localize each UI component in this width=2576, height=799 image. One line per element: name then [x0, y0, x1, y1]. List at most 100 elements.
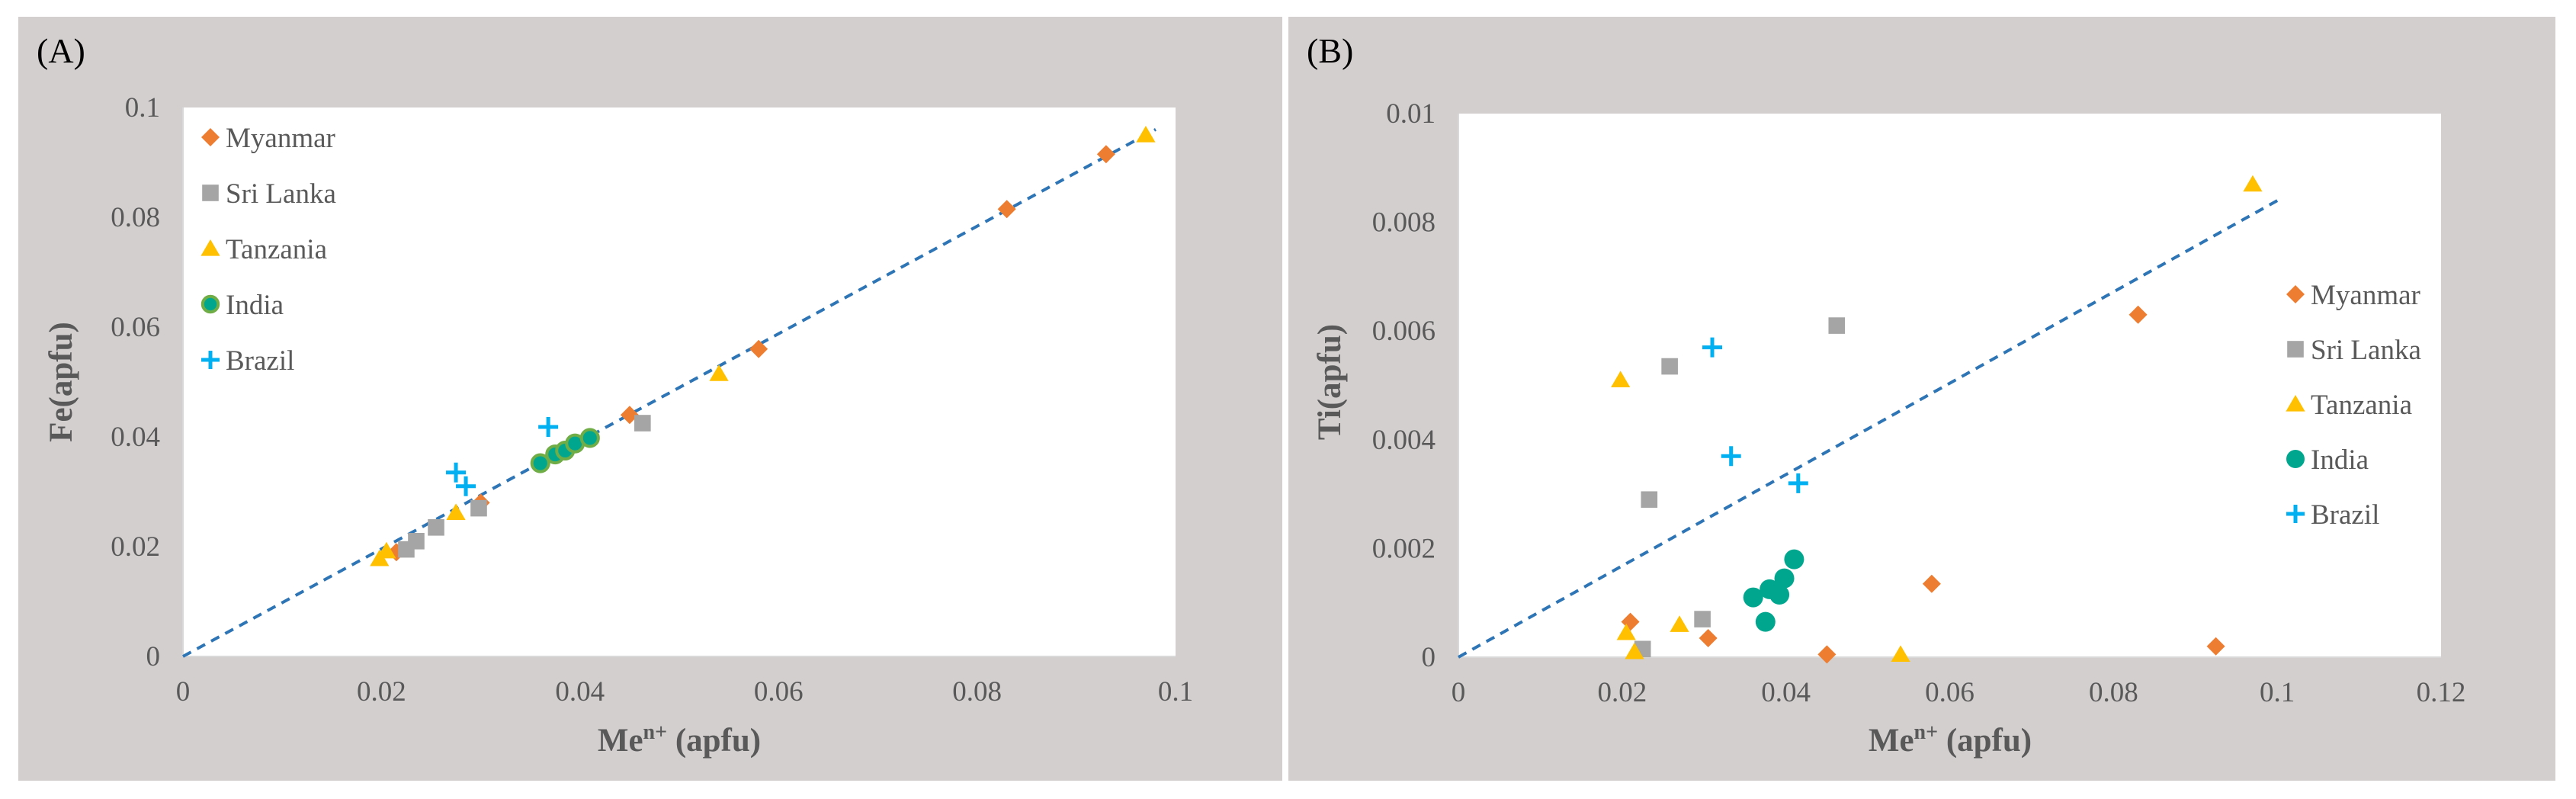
x-tick-label: 0.1 [1158, 676, 1193, 708]
y-tick-label: 0 [1422, 642, 1436, 673]
data-point-sri-lanka [1694, 611, 1711, 627]
panel-b-x-title-main: Me [1869, 723, 1914, 759]
data-point-tanzania [377, 541, 396, 559]
x-tick-label: 0.02 [1597, 677, 1647, 708]
data-point-india [1755, 611, 1776, 632]
data-point-brazil [1702, 337, 1722, 358]
y-tick-label: 0 [146, 641, 161, 672]
y-tick-label: 0.004 [1372, 425, 1436, 456]
panel-a-x-title-sup: n+ [643, 720, 668, 744]
y-tick-label: 0.02 [111, 531, 160, 563]
legend-marker-tanzania [200, 239, 220, 256]
legend-marker-tanzania [2286, 395, 2305, 412]
data-point-myanmar [1096, 145, 1115, 164]
data-point-myanmar [2206, 637, 2225, 656]
legend-marker-india [200, 294, 220, 314]
panel-b: (B) 0 0.02 0.04 0.06 0.08 0.1 0.12 0 0.002 0.004 0… [1288, 17, 2555, 781]
trendline [1458, 199, 2279, 659]
x-tick-label: 0.06 [754, 676, 804, 708]
data-point-brazil [1721, 446, 1741, 467]
y-tick-label: 0.006 [1372, 316, 1436, 347]
legend-marker-myanmar [201, 128, 220, 146]
legend-marker-brazil [2286, 505, 2305, 523]
data-point-myanmar [1922, 574, 1941, 593]
y-tick-label: 0.002 [1372, 533, 1436, 564]
x-tick-label: 0.04 [1761, 677, 1811, 708]
panel-a-y-title: Fe(apfu) [43, 322, 79, 442]
y-tick-label: 0.06 [111, 312, 160, 343]
x-tick-label: 0.12 [2417, 677, 2466, 708]
panel-a: (A) 0 0.02 0.04 0.06 0.08 0.1 0 0.02 0.04 0.06 0.0… [18, 17, 1282, 781]
data-point-india [579, 428, 600, 448]
panel-b-x-title-suffix: (apfu) [1938, 723, 2032, 759]
data-point-tanzania [1616, 623, 1636, 640]
data-point-sri-lanka [408, 533, 425, 550]
panel-a-x-title: Men+ (apfu) [598, 720, 761, 759]
data-point-tanzania [2243, 175, 2263, 192]
legend-label-sri-lanka: Sri Lanka [226, 178, 336, 210]
panel-b-x-title-sup: n+ [1914, 720, 1939, 744]
legend-label-brazil: Brazil [2311, 499, 2379, 531]
x-tick-label: 0.08 [2089, 677, 2138, 708]
y-tick-label: 0.008 [1372, 207, 1436, 239]
panel-a-x-title-main: Me [598, 723, 643, 759]
trendline [182, 128, 1156, 658]
x-tick-label: 0 [1452, 677, 1466, 708]
data-point-sri-lanka [428, 519, 444, 536]
data-point-tanzania [1136, 126, 1156, 143]
x-tick-label: 0.08 [952, 676, 1002, 708]
data-point-india [1784, 549, 1804, 570]
legend-label-india: India [226, 290, 284, 321]
data-point-myanmar [1817, 645, 1837, 664]
data-point-brazil [446, 462, 467, 483]
data-point-brazil [538, 417, 559, 438]
data-point-brazil [456, 476, 476, 496]
y-tick-label: 0.08 [111, 202, 160, 233]
data-point-tanzania [1891, 645, 1910, 663]
panel-b-y-title: Ti(apfu) [1312, 324, 1348, 440]
legend-label-myanmar: Myanmar [226, 123, 335, 154]
panel-b-x-title: Men+ (apfu) [1869, 720, 2032, 759]
y-tick-label: 0.04 [111, 422, 160, 453]
data-point-sri-lanka [1828, 317, 1846, 334]
legend-marker-brazil [201, 351, 220, 369]
data-point-myanmar [997, 200, 1016, 219]
y-tick-label: 0.1 [125, 92, 160, 124]
data-point-tanzania [1670, 615, 1689, 632]
legend-label-brazil: Brazil [226, 345, 294, 377]
data-point-tanzania [446, 503, 466, 520]
legend-marker-sri-lanka [202, 185, 219, 201]
legend-label-sri-lanka: Sri Lanka [2311, 335, 2421, 366]
data-point-sri-lanka [1661, 358, 1678, 375]
data-point-tanzania [709, 364, 729, 381]
panel-b-label: (B) [1307, 31, 1353, 70]
legend-marker-sri-lanka [2287, 341, 2304, 358]
data-point-myanmar [1699, 629, 1718, 648]
panel-a-label: (A) [37, 31, 85, 70]
data-point-india [1774, 568, 1795, 589]
data-point-myanmar [749, 339, 768, 358]
legend-label-tanzania: Tanzania [2311, 390, 2412, 421]
data-point-myanmar [620, 406, 639, 425]
panel-a-x-title-suffix: (apfu) [667, 723, 761, 759]
x-tick-label: 0.02 [357, 676, 406, 708]
y-tick-label: 0.01 [1386, 98, 1436, 130]
legend-label-tanzania: Tanzania [226, 234, 327, 265]
data-point-sri-lanka [470, 499, 487, 517]
data-point-tanzania [1625, 642, 1644, 659]
data-point-tanzania [1611, 371, 1631, 387]
legend-marker-india [2286, 450, 2305, 468]
data-point-india [530, 453, 550, 473]
data-point-sri-lanka [1641, 491, 1658, 509]
panel-a-plot-area [183, 107, 1176, 656]
x-tick-label: 0.04 [555, 676, 605, 708]
legend-label-myanmar: Myanmar [2311, 280, 2420, 311]
data-point-india [1743, 587, 1763, 608]
x-tick-label: 0 [176, 676, 191, 708]
data-point-myanmar [2128, 305, 2148, 324]
legend-label-india: India [2311, 444, 2369, 476]
x-tick-label: 0.06 [1925, 677, 1975, 708]
x-tick-label: 0.1 [2260, 677, 2295, 708]
data-point-india [1769, 585, 1790, 605]
